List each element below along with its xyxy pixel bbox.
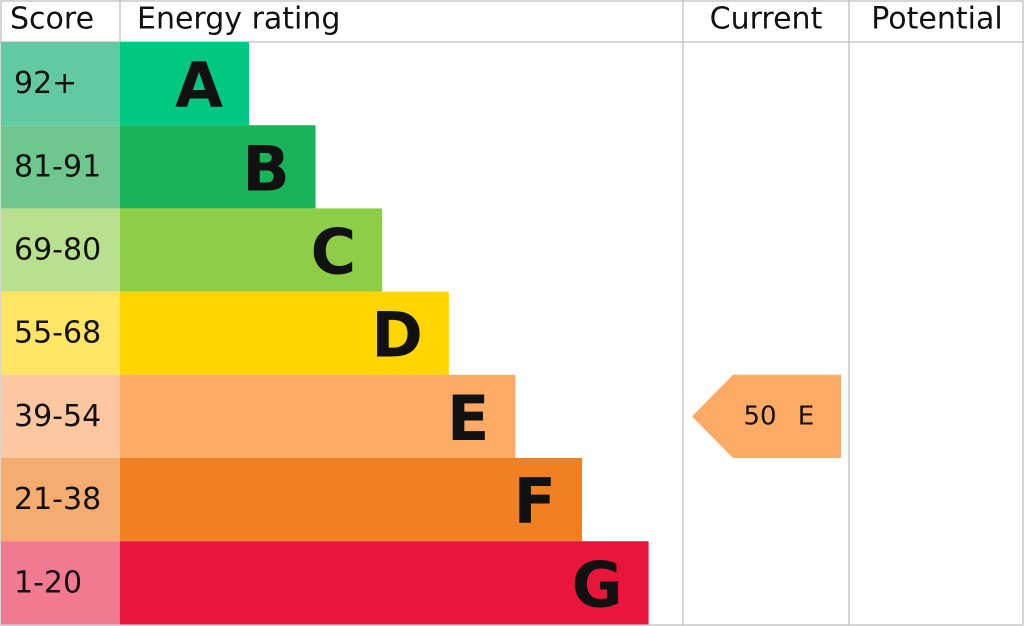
header-current: Current: [710, 2, 823, 37]
current-arrow: [692, 374, 841, 458]
rating-letter: B: [242, 132, 289, 205]
score-label: 92+: [14, 66, 77, 101]
rating-letter: C: [311, 216, 357, 289]
current-score: 50: [743, 401, 776, 431]
rating-letter: D: [371, 299, 422, 372]
header-potential: Potential: [871, 2, 1002, 37]
rating-bar: [120, 374, 516, 458]
score-cell: [1, 125, 120, 209]
rating-bar: [120, 541, 649, 625]
score-label: 1-20: [14, 565, 82, 600]
score-cell: [1, 208, 120, 292]
score-cell: [1, 374, 120, 458]
rating-letter: G: [572, 548, 623, 621]
rating-bar: [120, 291, 449, 375]
score-label: 39-54: [14, 399, 101, 434]
header-score: Score: [10, 2, 94, 37]
current-rating: E: [798, 401, 814, 431]
score-cell: [1, 541, 120, 625]
score-cell: [1, 291, 120, 375]
score-label: 21-38: [14, 482, 101, 517]
rating-letter: F: [514, 465, 556, 538]
rating-bar: [120, 42, 249, 126]
rating-bar: [120, 458, 582, 542]
score-label: 69-80: [14, 233, 101, 268]
rating-letter: A: [175, 49, 223, 122]
score-label: 81-91: [14, 149, 101, 184]
score-cell: [1, 458, 120, 542]
header-rating: Energy rating: [137, 2, 340, 37]
rating-letter: E: [447, 382, 489, 455]
score-cell: [1, 42, 120, 126]
rating-bar: [120, 208, 383, 292]
score-label: 55-68: [14, 316, 101, 351]
rating-bar: [120, 125, 316, 209]
